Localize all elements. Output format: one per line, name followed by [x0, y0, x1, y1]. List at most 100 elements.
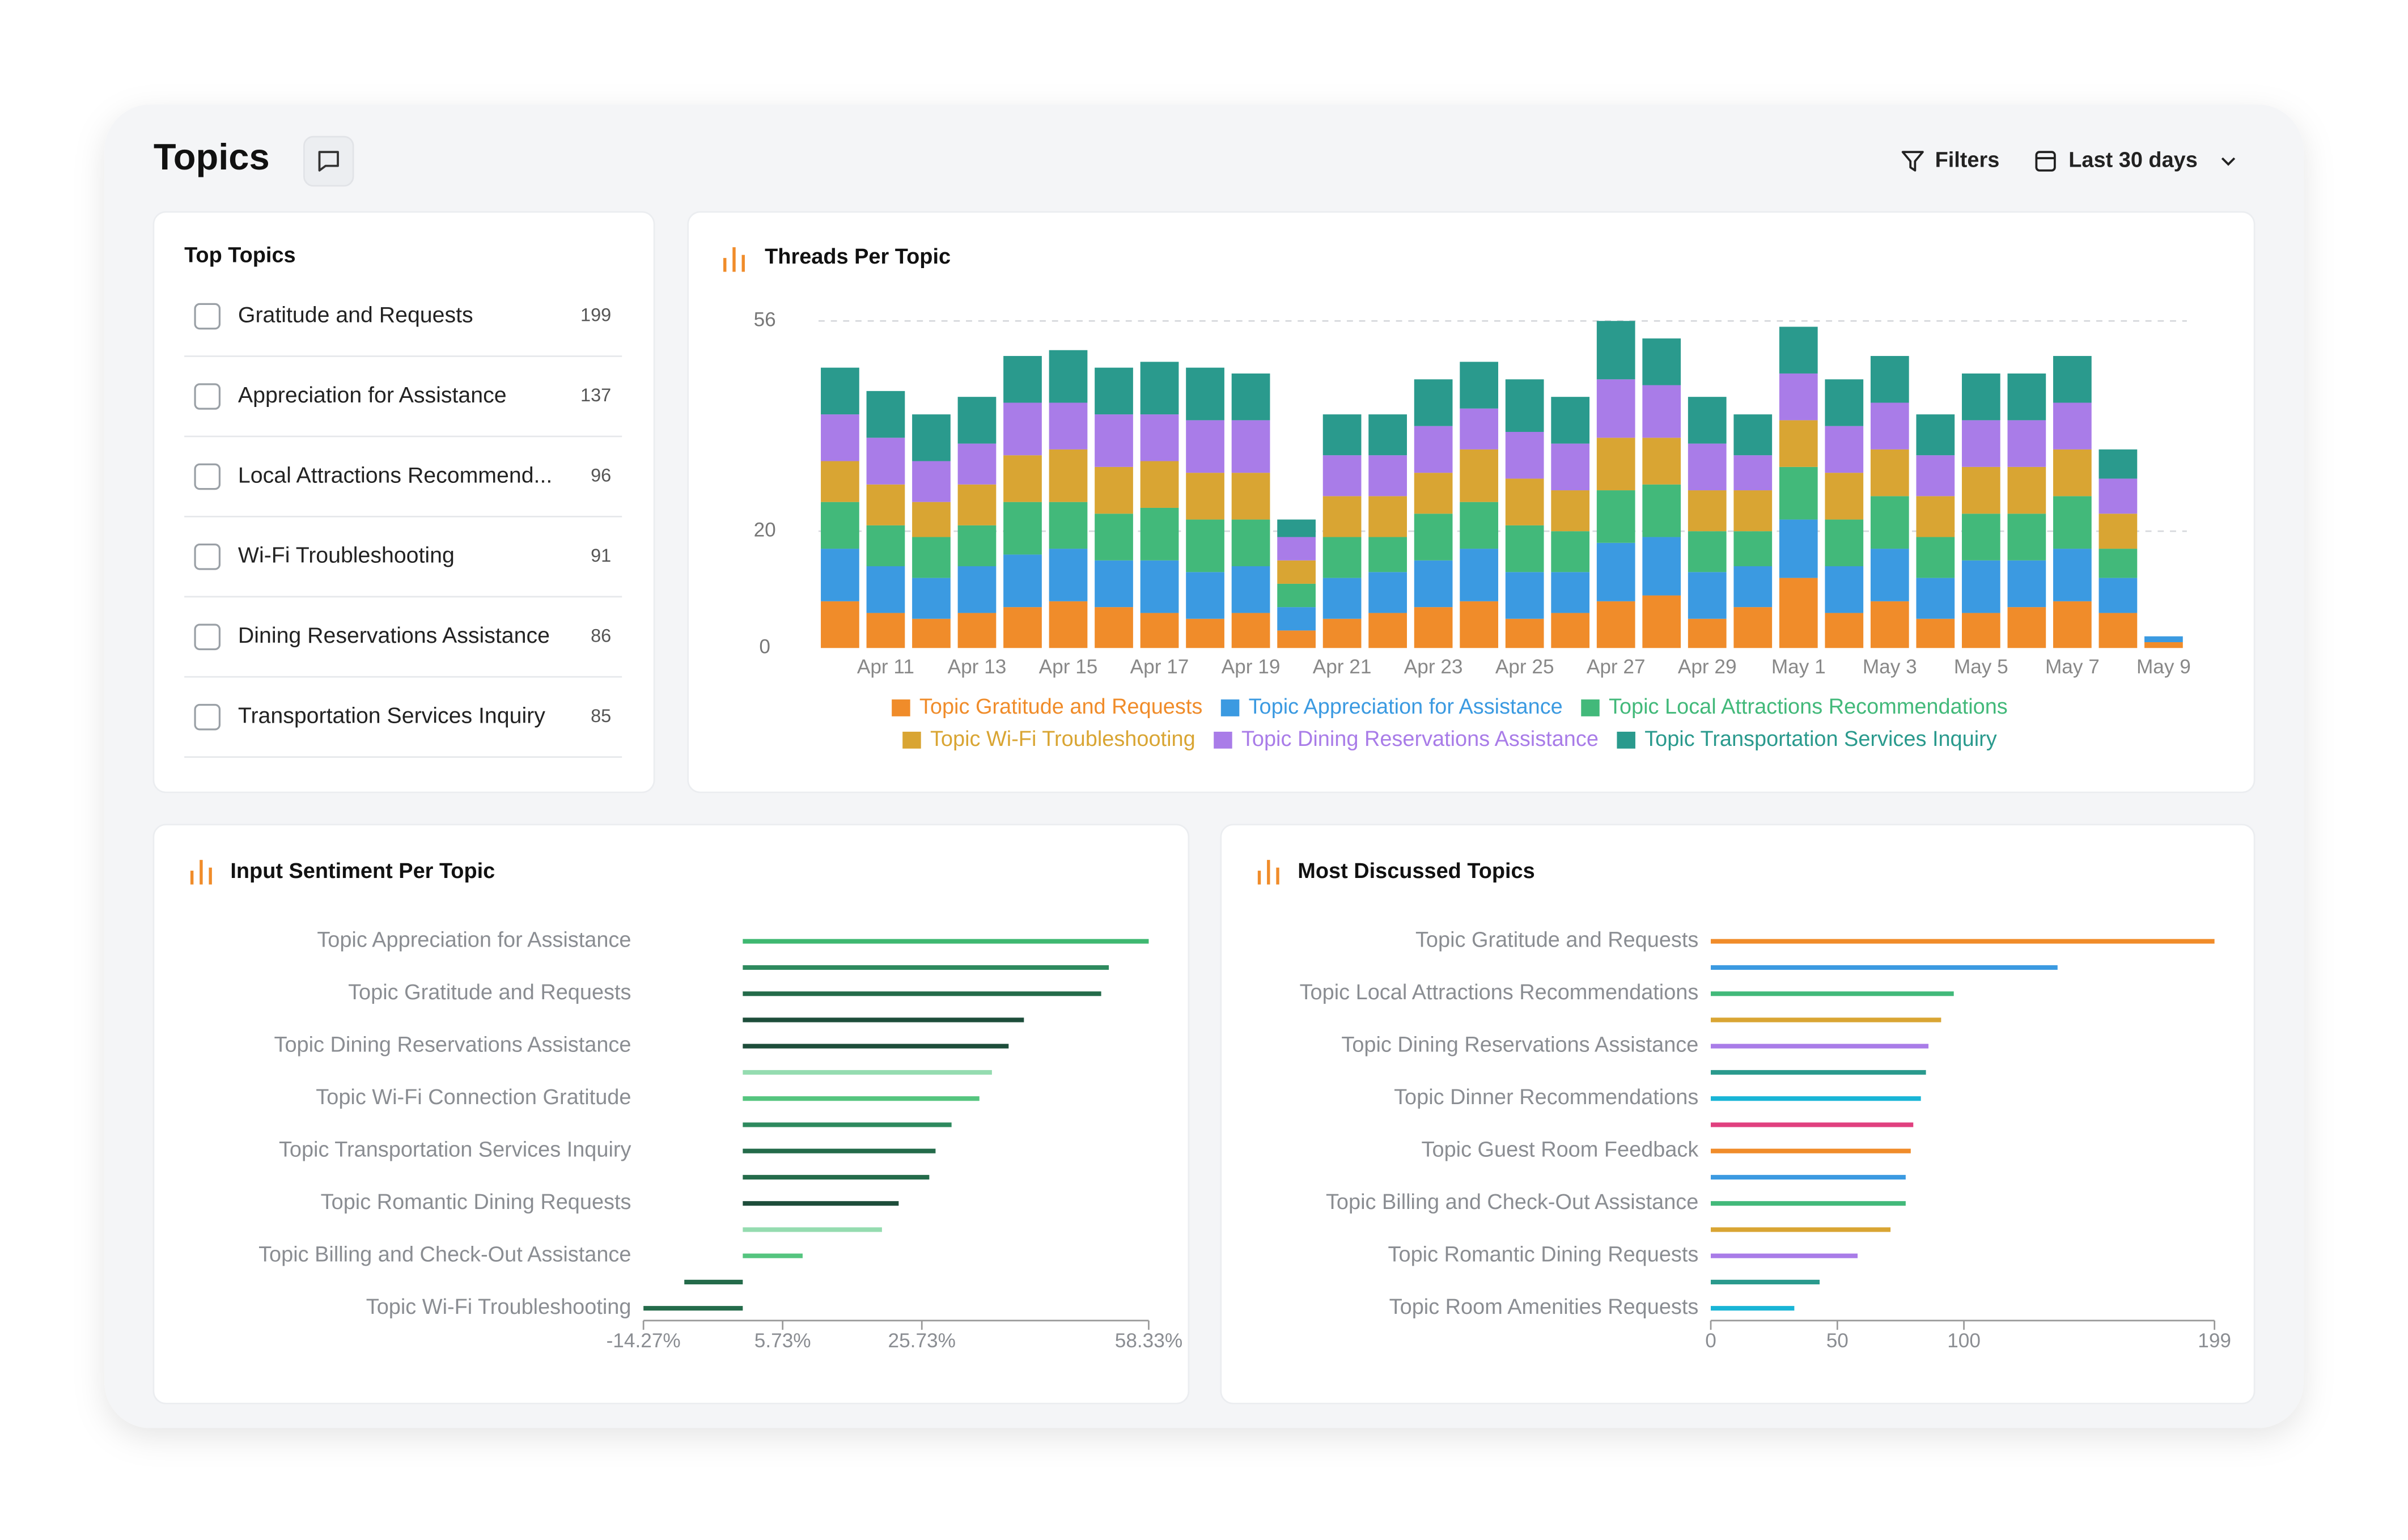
checkbox[interactable] — [194, 703, 221, 731]
bar-segment — [912, 578, 951, 619]
topic-label[interactable]: Wi-Fi Troubleshooting — [238, 543, 455, 568]
comment-icon[interactable] — [318, 151, 339, 172]
bar-segment — [1140, 461, 1179, 508]
bar — [1711, 1122, 1914, 1127]
bar-segment — [1231, 473, 1270, 520]
legend-swatch — [892, 699, 910, 716]
bar-segment — [1733, 566, 1773, 608]
bar-segment — [1140, 507, 1179, 561]
bar-segment — [1414, 473, 1453, 514]
bar-segment — [1551, 572, 1590, 613]
chevron[interactable] — [2221, 157, 2236, 166]
bar-segment — [1277, 537, 1316, 561]
bar-segment — [1733, 531, 1773, 567]
y-category-label: Topic Appreciation for Assistance — [317, 928, 631, 952]
bar — [1711, 1174, 1906, 1180]
bar-segment — [2098, 578, 2138, 613]
bar-segment — [957, 484, 997, 525]
legend-label: Topic Gratitude and Requests — [919, 695, 1202, 719]
bar-segment — [912, 537, 951, 578]
button-bg[interactable] — [303, 135, 354, 187]
y-category-label: Topic Room Amenities Requests — [1389, 1295, 1699, 1319]
y-tick-label: 0 — [759, 636, 770, 658]
bar-segment — [1916, 618, 1955, 648]
bar-segment — [1733, 414, 1773, 456]
bar-segment — [1551, 490, 1590, 532]
bar — [743, 1227, 882, 1232]
checkbox[interactable] — [194, 623, 221, 651]
calendar-icon[interactable] — [2035, 151, 2056, 172]
bar-segment — [1277, 519, 1316, 537]
bar-segment — [1095, 367, 1133, 415]
bar — [743, 1017, 1024, 1023]
bar-segment — [1231, 373, 1270, 421]
topic-label[interactable]: Appreciation for Assistance — [238, 383, 507, 408]
bar-segment — [1825, 566, 1864, 613]
topic-count: 86 — [591, 625, 611, 646]
bar-segment — [957, 397, 997, 444]
bar-segment — [1961, 613, 2000, 648]
bar-segment — [1551, 397, 1590, 444]
checkbox[interactable] — [194, 383, 221, 410]
bar-segment — [1322, 537, 1362, 578]
bar-segment — [1779, 420, 1818, 467]
topic-label[interactable]: Transportation Services Inquiry — [238, 703, 545, 728]
y-tick-label: 20 — [754, 519, 776, 541]
bar-segment — [912, 414, 951, 461]
bar-segment — [1961, 514, 2000, 561]
bar — [743, 1201, 899, 1206]
bar-segment — [1870, 496, 1909, 549]
bar-segment — [1095, 414, 1133, 467]
bar-segment — [1688, 531, 1727, 572]
bar-segment — [1916, 414, 1955, 456]
bar-segment — [1003, 502, 1042, 555]
bar-segment — [1277, 583, 1316, 608]
bar-segment — [1825, 379, 1864, 426]
bar-segment — [1642, 595, 1681, 648]
x-tick-label: Apr 17 — [1130, 656, 1189, 678]
bar-segment — [1870, 601, 1909, 648]
bar-segment — [1186, 367, 1224, 421]
date-range-label[interactable]: Last 30 days — [2068, 148, 2198, 172]
topic-label[interactable]: Dining Reservations Assistance — [238, 623, 550, 648]
filters-button[interactable]: Filters — [1901, 148, 2000, 172]
x-tick-label: Apr 19 — [1222, 656, 1281, 678]
bar — [1711, 1070, 1926, 1075]
bar-segment — [1414, 560, 1453, 608]
bar-segment — [1368, 537, 1407, 572]
date-range-button[interactable]: Last 30 days — [2035, 148, 2236, 172]
topic-label[interactable]: Gratitude and Requests — [238, 302, 473, 327]
x-tick-label: 5.73% — [754, 1330, 811, 1352]
bar-segment — [1368, 572, 1407, 613]
bar-segment — [2007, 420, 2046, 467]
legend-label: Topic Local Attractions Recommendations — [1609, 695, 2008, 719]
bar-segment — [866, 391, 905, 438]
bar-segment — [1688, 397, 1727, 444]
checkbox[interactable] — [194, 463, 221, 490]
bar-segment — [1642, 484, 1681, 537]
bar-segment — [2007, 560, 2046, 608]
topic-label[interactable]: Local Attractions Recommend... — [238, 463, 552, 487]
checkbox[interactable] — [194, 303, 221, 330]
bar-segment — [1551, 443, 1590, 491]
filters-label[interactable]: Filters — [1935, 148, 2000, 172]
checkbox[interactable] — [194, 544, 221, 570]
x-tick-label: Apr 13 — [948, 656, 1007, 678]
comment-button[interactable] — [303, 135, 354, 187]
filter-icon[interactable] — [1901, 151, 1924, 172]
bar-segment — [2144, 636, 2183, 642]
bar — [1711, 1017, 1941, 1023]
bar-segment — [1368, 414, 1407, 456]
bar-segment — [866, 566, 905, 613]
bar-segment — [1186, 572, 1224, 619]
y-category-label: Topic Wi-Fi Troubleshooting — [366, 1295, 631, 1319]
bar-segment — [1870, 356, 1909, 403]
bar-segment — [1961, 560, 2000, 613]
bar-segment — [1733, 490, 1773, 532]
bar-segment — [1003, 607, 1042, 648]
x-tick-label: 58.33% — [1115, 1330, 1182, 1352]
bar-segment — [1596, 490, 1635, 543]
legend-swatch — [1617, 731, 1635, 749]
bar-segment — [1186, 618, 1224, 648]
